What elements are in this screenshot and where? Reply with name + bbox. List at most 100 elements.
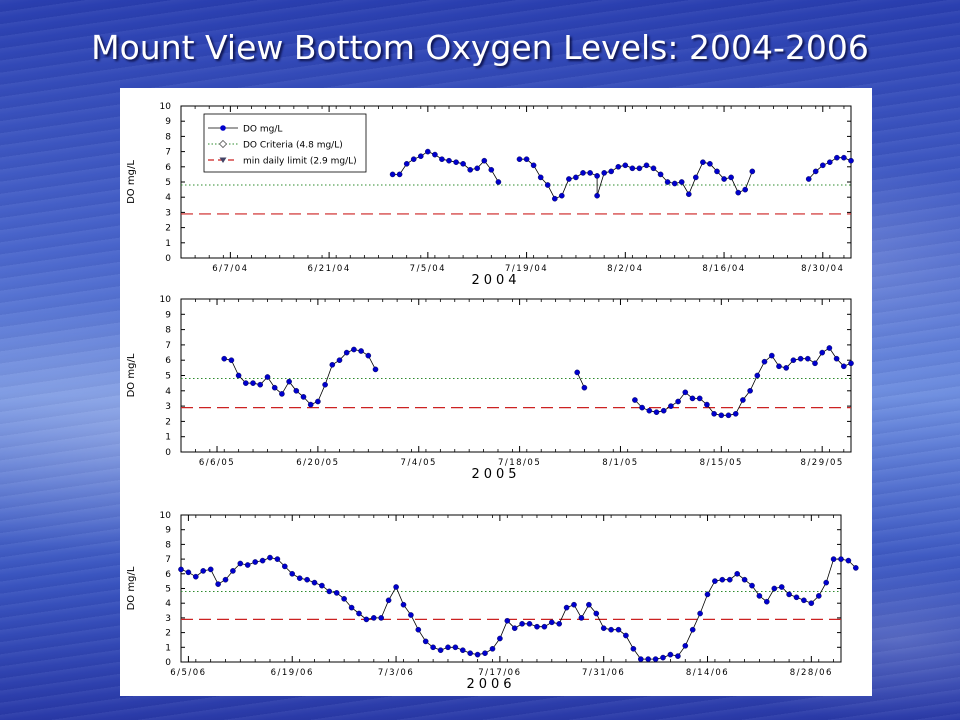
data-point — [400, 601, 407, 608]
series-line — [519, 158, 753, 200]
data-point — [838, 556, 844, 562]
data-point — [826, 345, 833, 351]
chart-figure: 0 1 2 3 4 5 6 7 8 9 10 6/7/04 6/21/04 7/5/04 7/19/04 8/… — [120, 88, 872, 696]
series-line — [224, 349, 376, 406]
data-point — [467, 167, 474, 173]
data-point — [712, 578, 718, 584]
data-point — [551, 195, 558, 202]
y-tick-label: 4 — [165, 599, 171, 609]
data-point — [771, 585, 778, 592]
legend-swatch-triangle — [219, 157, 227, 163]
data-point — [741, 576, 748, 583]
data-point — [749, 582, 755, 589]
legend: DO mg/L DO Criteria (4.8 mg/L) min daily l… — [203, 113, 367, 173]
data-point — [615, 164, 622, 170]
data-point — [257, 381, 263, 388]
data-point — [834, 154, 840, 161]
data-point — [812, 360, 818, 367]
x-tick-label: 6/21/04 — [307, 264, 350, 274]
x-tick-label: 7/3/06 — [378, 668, 414, 678]
data-point — [343, 349, 350, 356]
data-point — [286, 378, 292, 385]
data-point — [718, 412, 725, 419]
data-point — [805, 355, 811, 362]
data-point — [548, 619, 555, 626]
data-point — [445, 644, 451, 651]
data-point — [797, 355, 804, 362]
data-point — [728, 174, 734, 181]
data-point — [778, 584, 785, 590]
data-point — [410, 156, 417, 162]
data-point — [523, 156, 530, 162]
data-point — [467, 650, 474, 657]
data-point — [544, 182, 551, 188]
data-point — [439, 156, 445, 162]
data-point — [408, 612, 414, 618]
y-tick-label: 5 — [165, 372, 171, 382]
x-tick-label: 8/16/04 — [702, 264, 745, 274]
y-tick-label: 9 — [165, 526, 171, 536]
y-tick-label: 4 — [165, 193, 171, 203]
x-tick-label: 7/18/05 — [498, 458, 541, 468]
data-point — [841, 154, 847, 161]
data-point — [827, 159, 833, 165]
data-point — [652, 656, 659, 662]
y-tick-label: 3 — [165, 614, 171, 624]
data-point — [638, 656, 644, 662]
data-point — [460, 161, 466, 167]
x-tick-label: 6/5/06 — [170, 668, 206, 678]
x-tick-label: 8/2/04 — [607, 264, 643, 274]
chart-panel-2005: 0 1 2 3 4 5 6 7 8 9 10 6/6/05 6/20/05 7/4/05 7/18/05 8/… — [126, 295, 854, 482]
data-point — [721, 176, 727, 182]
data-point — [271, 384, 278, 391]
data-point — [668, 403, 674, 409]
data-point — [848, 360, 854, 367]
data-point — [580, 170, 586, 176]
y-tick-label: 7 — [165, 555, 171, 565]
data-point — [378, 615, 385, 621]
y-tick-label: 7 — [165, 341, 171, 351]
legend-entry: DO Criteria (4.8 mg/L) — [243, 141, 343, 151]
data-point — [348, 604, 355, 611]
data-point — [358, 348, 364, 354]
x-tick-label: 7/19/04 — [505, 264, 548, 274]
data-point — [237, 560, 244, 567]
data-point — [740, 397, 746, 403]
data-point — [761, 358, 768, 365]
data-point — [329, 361, 336, 368]
data-point — [250, 380, 256, 386]
x-tick-label: 8/29/05 — [801, 458, 844, 468]
data-point — [581, 384, 588, 391]
data-point — [534, 623, 540, 630]
data-point — [279, 391, 285, 397]
data-point — [816, 593, 822, 599]
data-point — [660, 407, 667, 414]
data-point — [415, 626, 422, 633]
chart-panel-2006: 0 1 2 3 4 5 6 7 8 9 10 6/5/06 6/19/06 7/3/06 7/17/06 7/… — [126, 511, 859, 692]
y-tick-label: 8 — [165, 326, 171, 336]
x-axis-year-label: 2006 — [466, 677, 515, 692]
y-tick-label: 5 — [165, 585, 171, 595]
data-point — [801, 597, 807, 604]
data-point — [686, 191, 692, 197]
y-tick-label: 2 — [165, 224, 171, 234]
data-point — [742, 186, 749, 193]
data-point — [689, 395, 696, 402]
data-point — [511, 625, 518, 632]
data-point — [403, 161, 410, 167]
data-point — [422, 638, 429, 645]
y-tick-label: 10 — [160, 102, 172, 112]
data-point — [671, 180, 678, 187]
x-tick-label: 6/19/06 — [271, 668, 314, 678]
data-point — [615, 626, 622, 633]
x-tick-label: 6/6/05 — [199, 458, 235, 468]
data-point — [370, 615, 377, 621]
data-point — [571, 601, 577, 608]
data-point — [453, 159, 459, 165]
data-point — [853, 565, 859, 571]
data-point — [735, 189, 742, 196]
data-point — [526, 621, 533, 627]
data-point — [696, 395, 703, 402]
data-point — [537, 174, 544, 181]
data-point — [707, 161, 713, 167]
